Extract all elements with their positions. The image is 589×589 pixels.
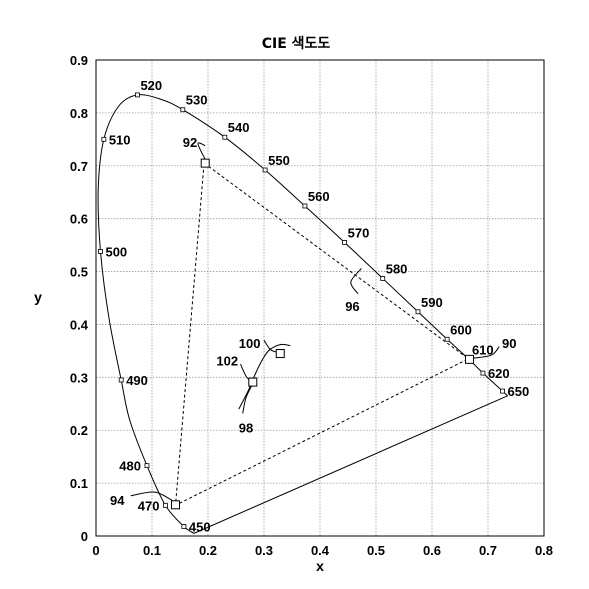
wavelength-label-610: 610 [472,342,494,357]
chart-title: CIE 색도도 [262,36,331,52]
x-axis-label: x [316,558,324,574]
primary-markers [171,158,475,510]
leader-line-94 [130,491,174,502]
wavelength-point-600 [444,336,450,342]
leader-line-92 [197,142,206,160]
wavelength-label-500: 500 [105,244,127,259]
leader-line-90 [472,346,500,359]
spectral-locus [97,94,508,534]
y-tick-label: 0.3 [70,370,88,385]
wavelength-label-530: 530 [186,93,208,108]
wavelength-point-590 [415,309,421,315]
wavelength-label-600: 600 [450,322,472,337]
tick-labels: 0 0.1 0.2 0.3 0.4 0.5 0.6 0.7 0.8 0 0.1 0.2 0.3 0.4 0.… [70,53,553,558]
marker-94 [171,500,181,510]
plot-frame [95,59,545,537]
wavelength-label-450: 450 [189,519,211,534]
wavelength-point-620 [480,370,486,376]
x-tick-label: 0.1 [143,543,161,558]
wavelength-point-480 [144,463,150,469]
wavelength-label-590: 590 [421,295,443,310]
gamut-triangle-outline [174,162,470,507]
grid-lines [96,60,544,536]
wavelength-point-530 [180,107,186,113]
reference-label-102: 102 [216,353,238,368]
spectral-locus-curve [97,94,508,534]
reference-label-92: 92 [183,135,197,150]
y-axis-label: y [34,289,42,305]
reference-label-96: 96 [345,299,359,314]
wavelength-point-550 [262,167,268,173]
wavelength-label-470: 470 [138,498,160,513]
wavelength-label-560: 560 [308,189,330,204]
wavelength-label-480: 480 [119,459,141,474]
reference-label-90: 90 [502,336,516,351]
wavelength-point-560 [302,203,308,209]
wavelength-point-490 [118,377,124,383]
y-tick-label: 0.7 [70,159,88,174]
wavelength-label-650: 650 [508,384,530,399]
leader-line-96 [350,268,362,295]
y-tick-label: 0.6 [70,212,88,227]
x-tick-label: 0 [92,543,99,558]
wavelength-label-620: 620 [488,366,510,381]
line-of-purples [193,395,508,534]
y-tick-label: 0.4 [70,317,89,332]
wavelength-point-520 [135,92,140,98]
x-tick-label: 0.7 [479,543,497,558]
wavelength-label-510: 510 [109,132,131,147]
marker-100 [275,349,285,359]
y-tick-label: 0.1 [70,476,88,491]
y-tick-label: 0.9 [70,53,88,68]
wavelength-points: 450 470 480 490 500 510 520 530 540 550 560 570 580 5… [98,78,530,534]
wavelength-label-570: 570 [348,225,370,240]
x-tick-label: 0.3 [255,543,273,558]
reference-label-100: 100 [239,336,261,351]
reference-label-98: 98 [239,421,253,436]
marker-90 [465,354,475,364]
wavelength-point-540 [222,134,228,140]
y-tick-label: 0.5 [70,265,88,280]
x-tick-label: 0.5 [367,543,385,558]
wavelength-label-540: 540 [228,120,250,135]
reference-label-94: 94 [110,493,125,508]
wavelength-point-570 [342,240,348,245]
wavelength-label-580: 580 [386,261,408,276]
wavelength-label-520: 520 [140,78,162,93]
wavelength-point-470 [163,502,168,508]
gamut-triangle [174,162,470,507]
wavelength-point-510 [101,136,107,142]
y-tick-label: 0 [81,529,88,544]
x-tick-label: 0.2 [199,543,217,558]
y-tick-label: 0.2 [70,423,88,438]
leader-line-98 [242,384,253,414]
x-tick-label: 0.8 [535,543,553,558]
wavelength-point-450 [181,524,187,529]
wavelength-point-580 [380,276,386,281]
wavelength-point-500 [98,249,103,254]
marker-102 [248,377,258,387]
x-tick-label: 0.4 [311,543,330,558]
wavelength-label-550: 550 [268,153,290,168]
wavelength-point-650 [500,388,505,394]
marker-92 [200,158,210,168]
wavelength-label-490: 490 [126,373,148,388]
x-tick-label: 0.6 [423,543,441,558]
y-tick-label: 0.8 [70,106,88,121]
curve-98 [238,343,291,410]
